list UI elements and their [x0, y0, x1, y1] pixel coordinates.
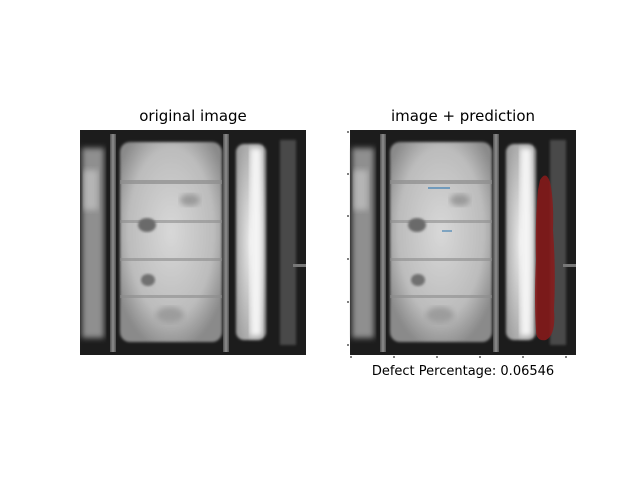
defect-percentage-label: Defect Percentage: 0.06546: [371, 364, 555, 379]
defect-prediction-region: [535, 175, 555, 341]
minor-prediction-mark: [428, 187, 450, 189]
prediction-image-title: image + prediction: [390, 107, 536, 125]
minor-prediction-mark: [442, 230, 452, 232]
prediction-solar-cell-image: [347, 130, 576, 358]
original-solar-cell-image: [80, 130, 306, 355]
prediction-image-panel: [347, 130, 576, 358]
original-image-title: original image: [139, 107, 247, 125]
original-image-panel: [80, 130, 306, 355]
